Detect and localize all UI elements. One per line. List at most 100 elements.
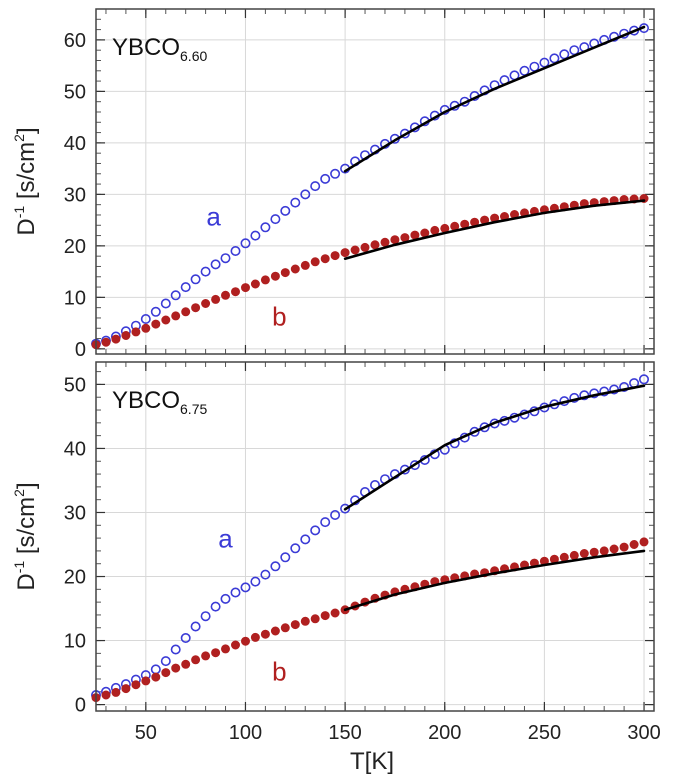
- y-tick-label: 0: [75, 695, 86, 717]
- data-point-a: [330, 509, 341, 520]
- data-point-b: [619, 542, 629, 552]
- data-point-a: [200, 266, 211, 277]
- y-tick-label: 50: [64, 81, 86, 103]
- x-tick-label: 150: [328, 722, 361, 744]
- data-point-b: [270, 271, 280, 281]
- y-axis-title-unit-sup: 2: [11, 489, 27, 497]
- data-point-b: [360, 242, 370, 252]
- plot-area: [96, 9, 654, 354]
- data-point-a: [230, 587, 241, 598]
- data-point-a: [519, 65, 530, 76]
- data-point-a: [290, 197, 301, 208]
- y-tick-label: 20: [64, 236, 86, 258]
- y-axis-title-unit-sup: 2: [11, 134, 27, 142]
- data-point-b: [151, 319, 161, 329]
- data-point-b: [151, 672, 161, 682]
- x-tick-label: 250: [528, 722, 561, 744]
- data-point-b: [211, 648, 221, 658]
- data-point-b: [181, 659, 191, 669]
- chart-panel-2: a b YBCO6.75 0 10 20 30 40 50 D-1 [s/cm2] 50 100 150…: [11, 361, 661, 744]
- data-point-b: [141, 323, 151, 333]
- data-point-b: [320, 254, 330, 264]
- data-point-b: [270, 626, 280, 636]
- data-point-a: [210, 601, 221, 612]
- y-tick-label: 60: [64, 30, 86, 52]
- plot-frame: [95, 361, 655, 712]
- y-tick-label: 20: [64, 567, 86, 589]
- data-point-b: [250, 279, 260, 289]
- y-axis-title: D-1 [s/cm2]: [11, 127, 40, 235]
- data-point-b: [231, 640, 240, 650]
- data-point-b: [111, 334, 121, 344]
- data-point-a: [170, 644, 181, 655]
- panel-label-main: YBCO: [112, 387, 180, 414]
- data-point-b: [111, 687, 121, 697]
- data-point-a: [200, 611, 211, 622]
- fit-line-b: [343, 199, 646, 260]
- panel-label-subscript: 6.75: [180, 401, 207, 417]
- data-point-b: [380, 237, 390, 247]
- data-point-b: [241, 636, 250, 646]
- y-tick-label: 10: [64, 287, 86, 309]
- data-point-a: [190, 274, 201, 285]
- data-point-b: [639, 537, 649, 547]
- data-point-a: [310, 181, 321, 192]
- plot-frame: [95, 8, 655, 355]
- data-point-a: [180, 632, 191, 643]
- y-tick-label: 40: [64, 438, 86, 460]
- data-point-b: [161, 668, 171, 678]
- data-point-a: [469, 426, 480, 437]
- data-point-b: [161, 315, 171, 325]
- y-axis-title-unit: [s/cm: [13, 497, 40, 561]
- data-point-a: [300, 189, 311, 200]
- x-axis-title: T[K]: [350, 748, 394, 775]
- data-point-b: [300, 260, 310, 270]
- data-point-b: [350, 245, 360, 255]
- data-point-b: [290, 264, 300, 274]
- data-point-b: [330, 251, 340, 261]
- data-point-b: [201, 299, 211, 308]
- panel-label-subscript: 6.60: [180, 48, 207, 64]
- x-tick-label: 200: [428, 722, 461, 744]
- data-point-a: [270, 561, 281, 572]
- data-point-b: [310, 614, 320, 624]
- y-axis-title-sup: -1: [11, 561, 27, 574]
- data-point-a: [569, 45, 580, 56]
- data-point-a: [250, 576, 261, 587]
- data-point-a: [220, 593, 231, 604]
- data-point-b: [260, 629, 270, 639]
- data-point-a: [170, 290, 181, 301]
- data-point-b: [221, 290, 230, 300]
- data-point-b: [191, 303, 201, 313]
- data-point-a: [250, 230, 261, 241]
- series-label-a: a: [206, 201, 221, 231]
- data-point-a: [549, 53, 560, 64]
- data-point-b: [300, 616, 310, 626]
- data-point-a: [300, 534, 311, 545]
- panel-label: YBCO6.60: [112, 34, 207, 64]
- data-point-b: [390, 235, 400, 245]
- data-point-a: [260, 569, 271, 580]
- data-point-b: [171, 663, 181, 673]
- data-point-b: [370, 240, 380, 250]
- data-point-a: [150, 306, 161, 317]
- data-point-b: [101, 690, 111, 700]
- data-point-b: [141, 676, 151, 686]
- data-point-a: [230, 246, 241, 257]
- data-point-a: [270, 214, 281, 225]
- data-point-b: [101, 337, 111, 347]
- data-point-a: [180, 282, 191, 293]
- y-axis-title-main: D: [13, 573, 40, 590]
- y-tick-label: 10: [64, 631, 86, 653]
- y-axis-title-main: D: [13, 218, 40, 235]
- y-tick-label: 30: [64, 502, 86, 524]
- fit-line-a: [343, 384, 646, 511]
- fit-line-a: [343, 25, 646, 173]
- x-tick-label: 100: [229, 722, 262, 744]
- data-point-a: [280, 552, 291, 563]
- panel-label-main: YBCO: [112, 34, 180, 61]
- data-point-a: [409, 460, 420, 471]
- y-axis-title-unit-close: ]: [13, 482, 40, 489]
- data-point-b: [629, 540, 639, 549]
